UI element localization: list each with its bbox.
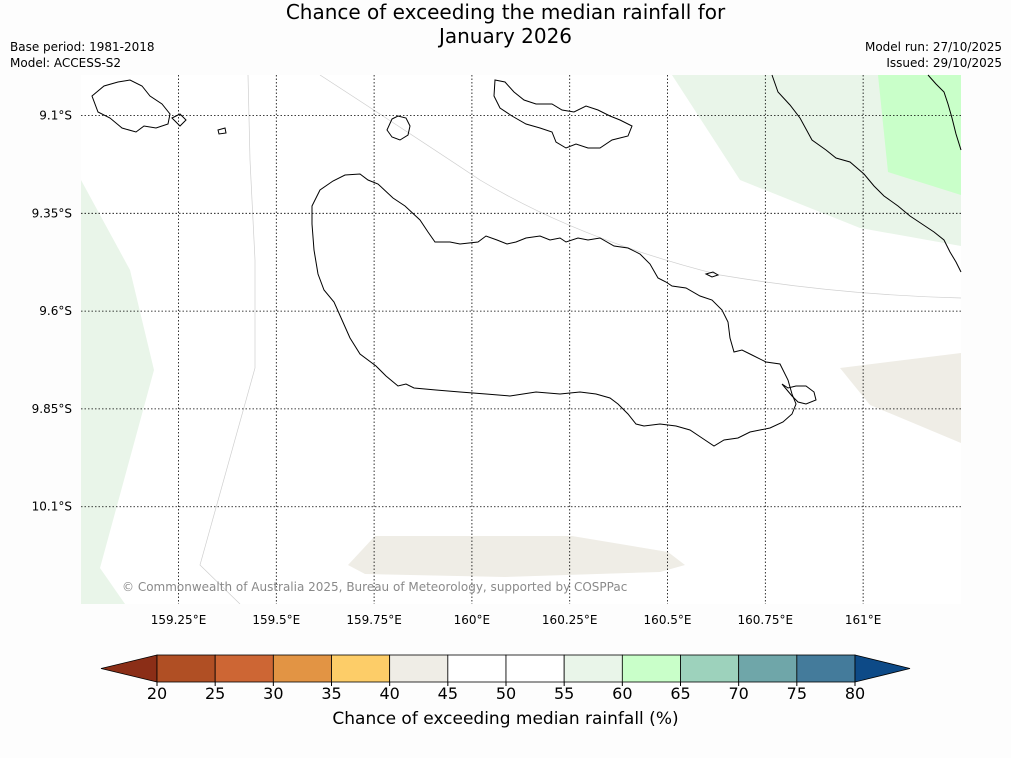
colorbar-bin bbox=[505, 654, 565, 683]
longitude-tick-label: 160.75°E bbox=[738, 613, 794, 627]
region-west-55-60 bbox=[81, 180, 154, 604]
colorbar-over-arrow bbox=[854, 654, 911, 683]
gridlines bbox=[81, 75, 961, 604]
latitude-tick-label: 9.6°S bbox=[39, 304, 72, 318]
coastline-florida-islands bbox=[493, 79, 633, 149]
colorbar-tick-label: 25 bbox=[205, 684, 225, 700]
latitude-tick-label: 9.1°S bbox=[39, 109, 72, 123]
coastline-islet-northwest-1 bbox=[171, 113, 187, 127]
title-line-2: January 2026 bbox=[438, 24, 573, 48]
colorbar-bin bbox=[156, 654, 216, 683]
colorbar-bin bbox=[214, 654, 274, 683]
colorbar-bin bbox=[621, 654, 681, 683]
colorbar-tick-label: 50 bbox=[496, 684, 516, 700]
map-title: Chance of exceeding the median rainfall … bbox=[0, 0, 1011, 48]
colorbar-tick-label: 20 bbox=[147, 684, 167, 700]
colorbar-under-arrow bbox=[100, 654, 158, 683]
region-northeast-60-65 bbox=[878, 75, 961, 195]
coastline-islets-southeast bbox=[781, 383, 817, 405]
colorbar-bin bbox=[389, 654, 449, 683]
colorbar-tick-label: 65 bbox=[670, 684, 690, 700]
longitude-tick-label: 159.25°E bbox=[151, 613, 207, 627]
colorbar-tick-label: 75 bbox=[787, 684, 807, 700]
probability-regions bbox=[81, 75, 961, 604]
colorbar-tick-label: 35 bbox=[321, 684, 341, 700]
longitude-tick-label: 160.25°E bbox=[542, 613, 598, 627]
meta-right: Model run: 27/10/2025 Issued: 29/10/2025 bbox=[865, 39, 1002, 71]
colorbar-tick-label: 55 bbox=[554, 684, 574, 700]
coastline-islet-northwest-2 bbox=[217, 127, 227, 135]
colorbar-tick-label: 80 bbox=[845, 684, 865, 700]
colorbar-bins bbox=[100, 654, 911, 683]
model-name: Model: ACCESS-S2 bbox=[10, 56, 122, 70]
region-east-40-45 bbox=[840, 353, 961, 443]
map-panel: 9.1°S9.35°S9.6°S9.85°S10.1°S 159.25°E 159… bbox=[32, 74, 962, 627]
longitude-tick-label: 159.5°E bbox=[252, 613, 300, 627]
colorbar-bin bbox=[331, 654, 391, 683]
coastline-malaita bbox=[771, 74, 962, 273]
longitude-tick-label: 160°E bbox=[454, 613, 491, 627]
region-south-40-45 bbox=[348, 536, 685, 577]
latitude-tick-label: 9.85°S bbox=[32, 402, 72, 416]
colorbar-tick-label: 45 bbox=[438, 684, 458, 700]
colorbar-tick-label: 70 bbox=[728, 684, 748, 700]
colorbar-tick-labels: 20 25 30 35 40 45 50 55 60 65 70 75 80 bbox=[147, 682, 865, 700]
meta-left: Base period: 1981-2018 Model: ACCESS-S2 bbox=[10, 39, 155, 71]
colorbar-bin bbox=[563, 654, 623, 683]
longitude-labels: 159.25°E 159.5°E 159.75°E 160°E 160.25°E 160.… bbox=[151, 613, 882, 627]
colorbar-bin bbox=[447, 654, 507, 683]
colorbar-tick-label: 60 bbox=[612, 684, 632, 700]
contour-lines bbox=[199, 75, 961, 604]
colorbar: 20 25 30 35 40 45 50 55 60 65 70 75 80 bbox=[100, 654, 911, 700]
model-run: Model run: 27/10/2025 bbox=[864, 40, 1002, 54]
coastline-russell-islands bbox=[91, 79, 171, 133]
colorbar-tick-label: 30 bbox=[263, 684, 283, 700]
colorbar-bin bbox=[796, 654, 856, 683]
coastline-savo-island bbox=[386, 115, 411, 141]
longitude-tick-label: 161°E bbox=[845, 613, 882, 627]
colorbar-bin bbox=[680, 654, 740, 683]
longitude-tick-label: 160.5°E bbox=[644, 613, 692, 627]
issued-date: Issued: 29/10/2025 bbox=[886, 56, 1002, 70]
coastline-islet-east bbox=[704, 271, 720, 278]
colorbar-tick-label: 40 bbox=[379, 684, 399, 700]
latitude-tick-label: 9.35°S bbox=[32, 206, 72, 220]
coastlines bbox=[91, 74, 962, 447]
longitude-tick-label: 159.75°E bbox=[346, 613, 402, 627]
colorbar-bin bbox=[272, 654, 332, 683]
colorbar-bin bbox=[738, 654, 798, 683]
colorbar-label: Chance of exceeding median rainfall (%) bbox=[332, 709, 679, 729]
title-line-1: Chance of exceeding the median rainfall … bbox=[285, 0, 726, 24]
latitude-tick-label: 10.1°S bbox=[32, 500, 72, 514]
latitude-labels: 9.1°S 9.35°S 9.6°S 9.85°S 10.1°S bbox=[32, 109, 72, 514]
coastline-malaita-north bbox=[927, 74, 962, 151]
base-period: Base period: 1981-2018 bbox=[10, 40, 155, 54]
copyright-notice: © Commonwealth of Australia 2025, Bureau… bbox=[122, 580, 628, 594]
